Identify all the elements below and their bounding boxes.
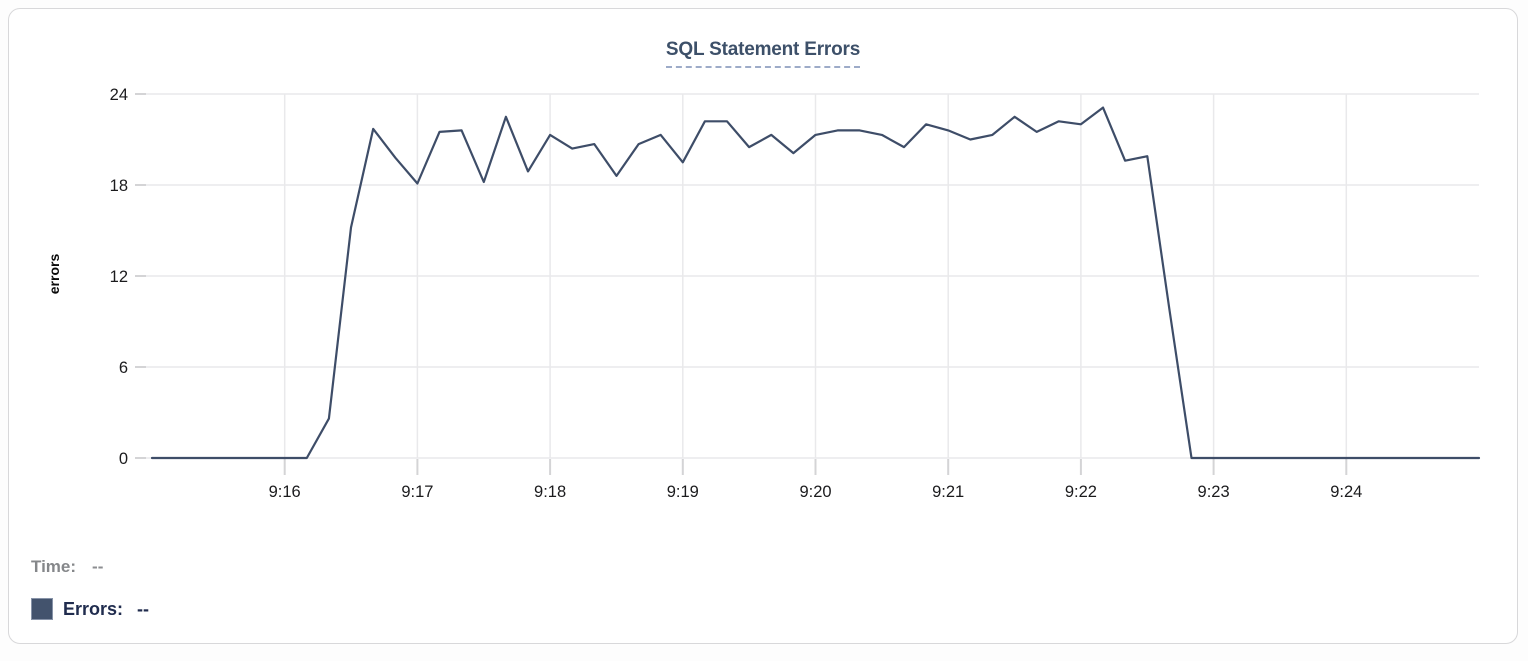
- tooltip-legend: Time: -- Errors: --: [31, 556, 149, 621]
- y-tick-label: 6: [119, 359, 128, 377]
- x-tick-label: 9:20: [799, 483, 831, 501]
- y-tick-label: 24: [110, 86, 128, 104]
- y-tick-label: 0: [119, 450, 128, 468]
- chart-header: SQL Statement Errors: [9, 39, 1517, 68]
- x-tick-label: 9:16: [269, 483, 301, 501]
- x-tick-label: 9:24: [1330, 483, 1362, 501]
- errors-series-swatch-icon: [31, 598, 53, 620]
- chart-title[interactable]: SQL Statement Errors: [665, 39, 860, 68]
- x-tick-label: 9:17: [401, 483, 433, 501]
- tooltip-errors-label: Errors:: [63, 598, 124, 619]
- x-tick-label: 9:23: [1198, 483, 1230, 501]
- chart-plot-area[interactable]: [152, 94, 1479, 458]
- x-tick-label: 9:18: [534, 483, 566, 501]
- x-tick-label: 9:19: [667, 483, 699, 501]
- tooltip-time-row: Time: --: [31, 556, 149, 578]
- errors-line-series: [150, 106, 1481, 460]
- chart-card: SQL Statement Errors errors 0 6 12 18 24 9:16…: [8, 8, 1518, 644]
- sql-errors-line-chart: 0 6 12 18 24 9:16 9:17 9:18 9:19 9:20 9:21 9:22 9:23…: [110, 86, 1481, 501]
- x-tick-label: 9:21: [932, 483, 964, 501]
- tooltip-errors-value: --: [137, 598, 150, 619]
- tooltip-time-value: --: [92, 557, 104, 576]
- tooltip-time-label: Time:: [31, 557, 77, 576]
- y-tick-label: 12: [110, 268, 128, 286]
- x-tick-label: 9:22: [1065, 483, 1097, 501]
- tooltip-errors-row: Errors: --: [31, 597, 149, 621]
- y-tick-label: 18: [110, 177, 128, 195]
